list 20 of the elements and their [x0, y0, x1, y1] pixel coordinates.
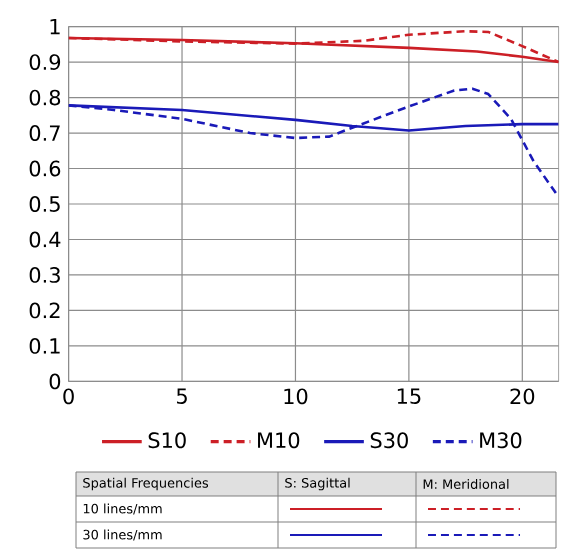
legend-label: M30 — [480, 432, 522, 449]
y-tick-label: 0.9 — [29, 54, 61, 70]
y-tick-label: 0.7 — [29, 125, 60, 141]
x-tick-label: 5 — [176, 388, 187, 404]
x-tick-label: 15 — [397, 388, 421, 404]
legend-label: M10 — [258, 432, 300, 449]
x-tick-label: 10 — [284, 388, 308, 405]
x-tick-label: 20 — [510, 388, 535, 405]
legend-label: S10 — [148, 432, 186, 449]
y-tick-label: 1 — [50, 18, 60, 35]
y-tick-label: 0.1 — [29, 338, 60, 354]
x-tick-label: 0 — [63, 388, 74, 405]
y-tick-label: 0 — [49, 373, 61, 390]
y-tick-label: 0.8 — [29, 89, 61, 106]
y-tick-label: 0.5 — [29, 196, 60, 212]
y-tick-label: 0.3 — [29, 267, 60, 283]
y-tick-label: 0.4 — [29, 231, 61, 248]
y-tick-label: 0.6 — [29, 160, 61, 177]
y-tick-label: 0.2 — [29, 302, 60, 319]
legend-label: S30 — [370, 432, 408, 449]
